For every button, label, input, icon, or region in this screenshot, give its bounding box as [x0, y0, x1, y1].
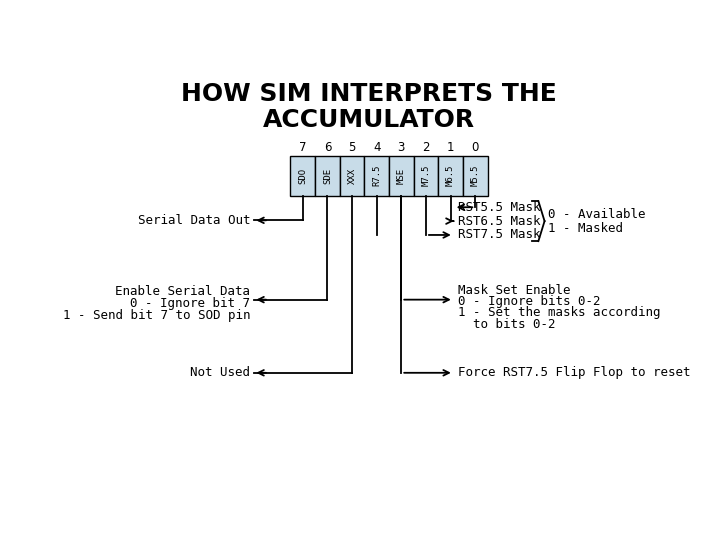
Text: 5: 5 — [348, 141, 356, 154]
Text: Serial Data Out: Serial Data Out — [138, 214, 251, 227]
Text: 2: 2 — [422, 141, 430, 154]
Text: SDE: SDE — [323, 167, 332, 184]
Text: 7: 7 — [299, 141, 307, 154]
Text: R7.5: R7.5 — [372, 165, 381, 186]
Bar — [389, 156, 414, 195]
Bar — [364, 156, 389, 195]
Text: MSE: MSE — [397, 167, 406, 184]
Text: to bits 0-2: to bits 0-2 — [473, 318, 555, 331]
Text: Enable Serial Data: Enable Serial Data — [115, 286, 251, 299]
Text: 6: 6 — [324, 141, 331, 154]
Text: 0: 0 — [472, 141, 479, 154]
Text: RST5.5 Mask: RST5.5 Mask — [457, 201, 540, 214]
Text: 0 - Ignore bit 7: 0 - Ignore bit 7 — [130, 297, 251, 310]
Text: RST6.5 Mask: RST6.5 Mask — [457, 214, 540, 228]
Text: 1: 1 — [447, 141, 454, 154]
Text: 1 - Set the masks according: 1 - Set the masks according — [457, 306, 660, 319]
Bar — [315, 156, 340, 195]
Text: HOW SIM INTERPRETS THE: HOW SIM INTERPRETS THE — [181, 82, 557, 106]
Text: M6.5: M6.5 — [446, 165, 455, 186]
Bar — [414, 156, 438, 195]
Text: M5.5: M5.5 — [471, 165, 480, 186]
Text: 0 - Available: 0 - Available — [548, 208, 645, 221]
Text: 0 - Ignore bits 0-2: 0 - Ignore bits 0-2 — [457, 295, 600, 308]
Text: Not Used: Not Used — [190, 366, 251, 379]
Bar — [463, 156, 487, 195]
Text: SDO: SDO — [298, 167, 307, 184]
Text: 1 - Masked: 1 - Masked — [548, 221, 623, 234]
Bar — [340, 156, 364, 195]
Text: XXX: XXX — [348, 167, 356, 184]
Text: ACCUMULATOR: ACCUMULATOR — [263, 108, 475, 132]
Text: RST7.5 Mask: RST7.5 Mask — [457, 228, 540, 241]
Bar — [290, 156, 315, 195]
Bar — [438, 156, 463, 195]
Text: 3: 3 — [397, 141, 405, 154]
Text: 1 - Send bit 7 to SOD pin: 1 - Send bit 7 to SOD pin — [63, 308, 251, 321]
Text: Mask Set Enable: Mask Set Enable — [457, 284, 570, 297]
Text: 4: 4 — [373, 141, 380, 154]
Text: M7.5: M7.5 — [421, 165, 431, 186]
Text: Force RST7.5 Flip Flop to reset: Force RST7.5 Flip Flop to reset — [457, 366, 690, 379]
